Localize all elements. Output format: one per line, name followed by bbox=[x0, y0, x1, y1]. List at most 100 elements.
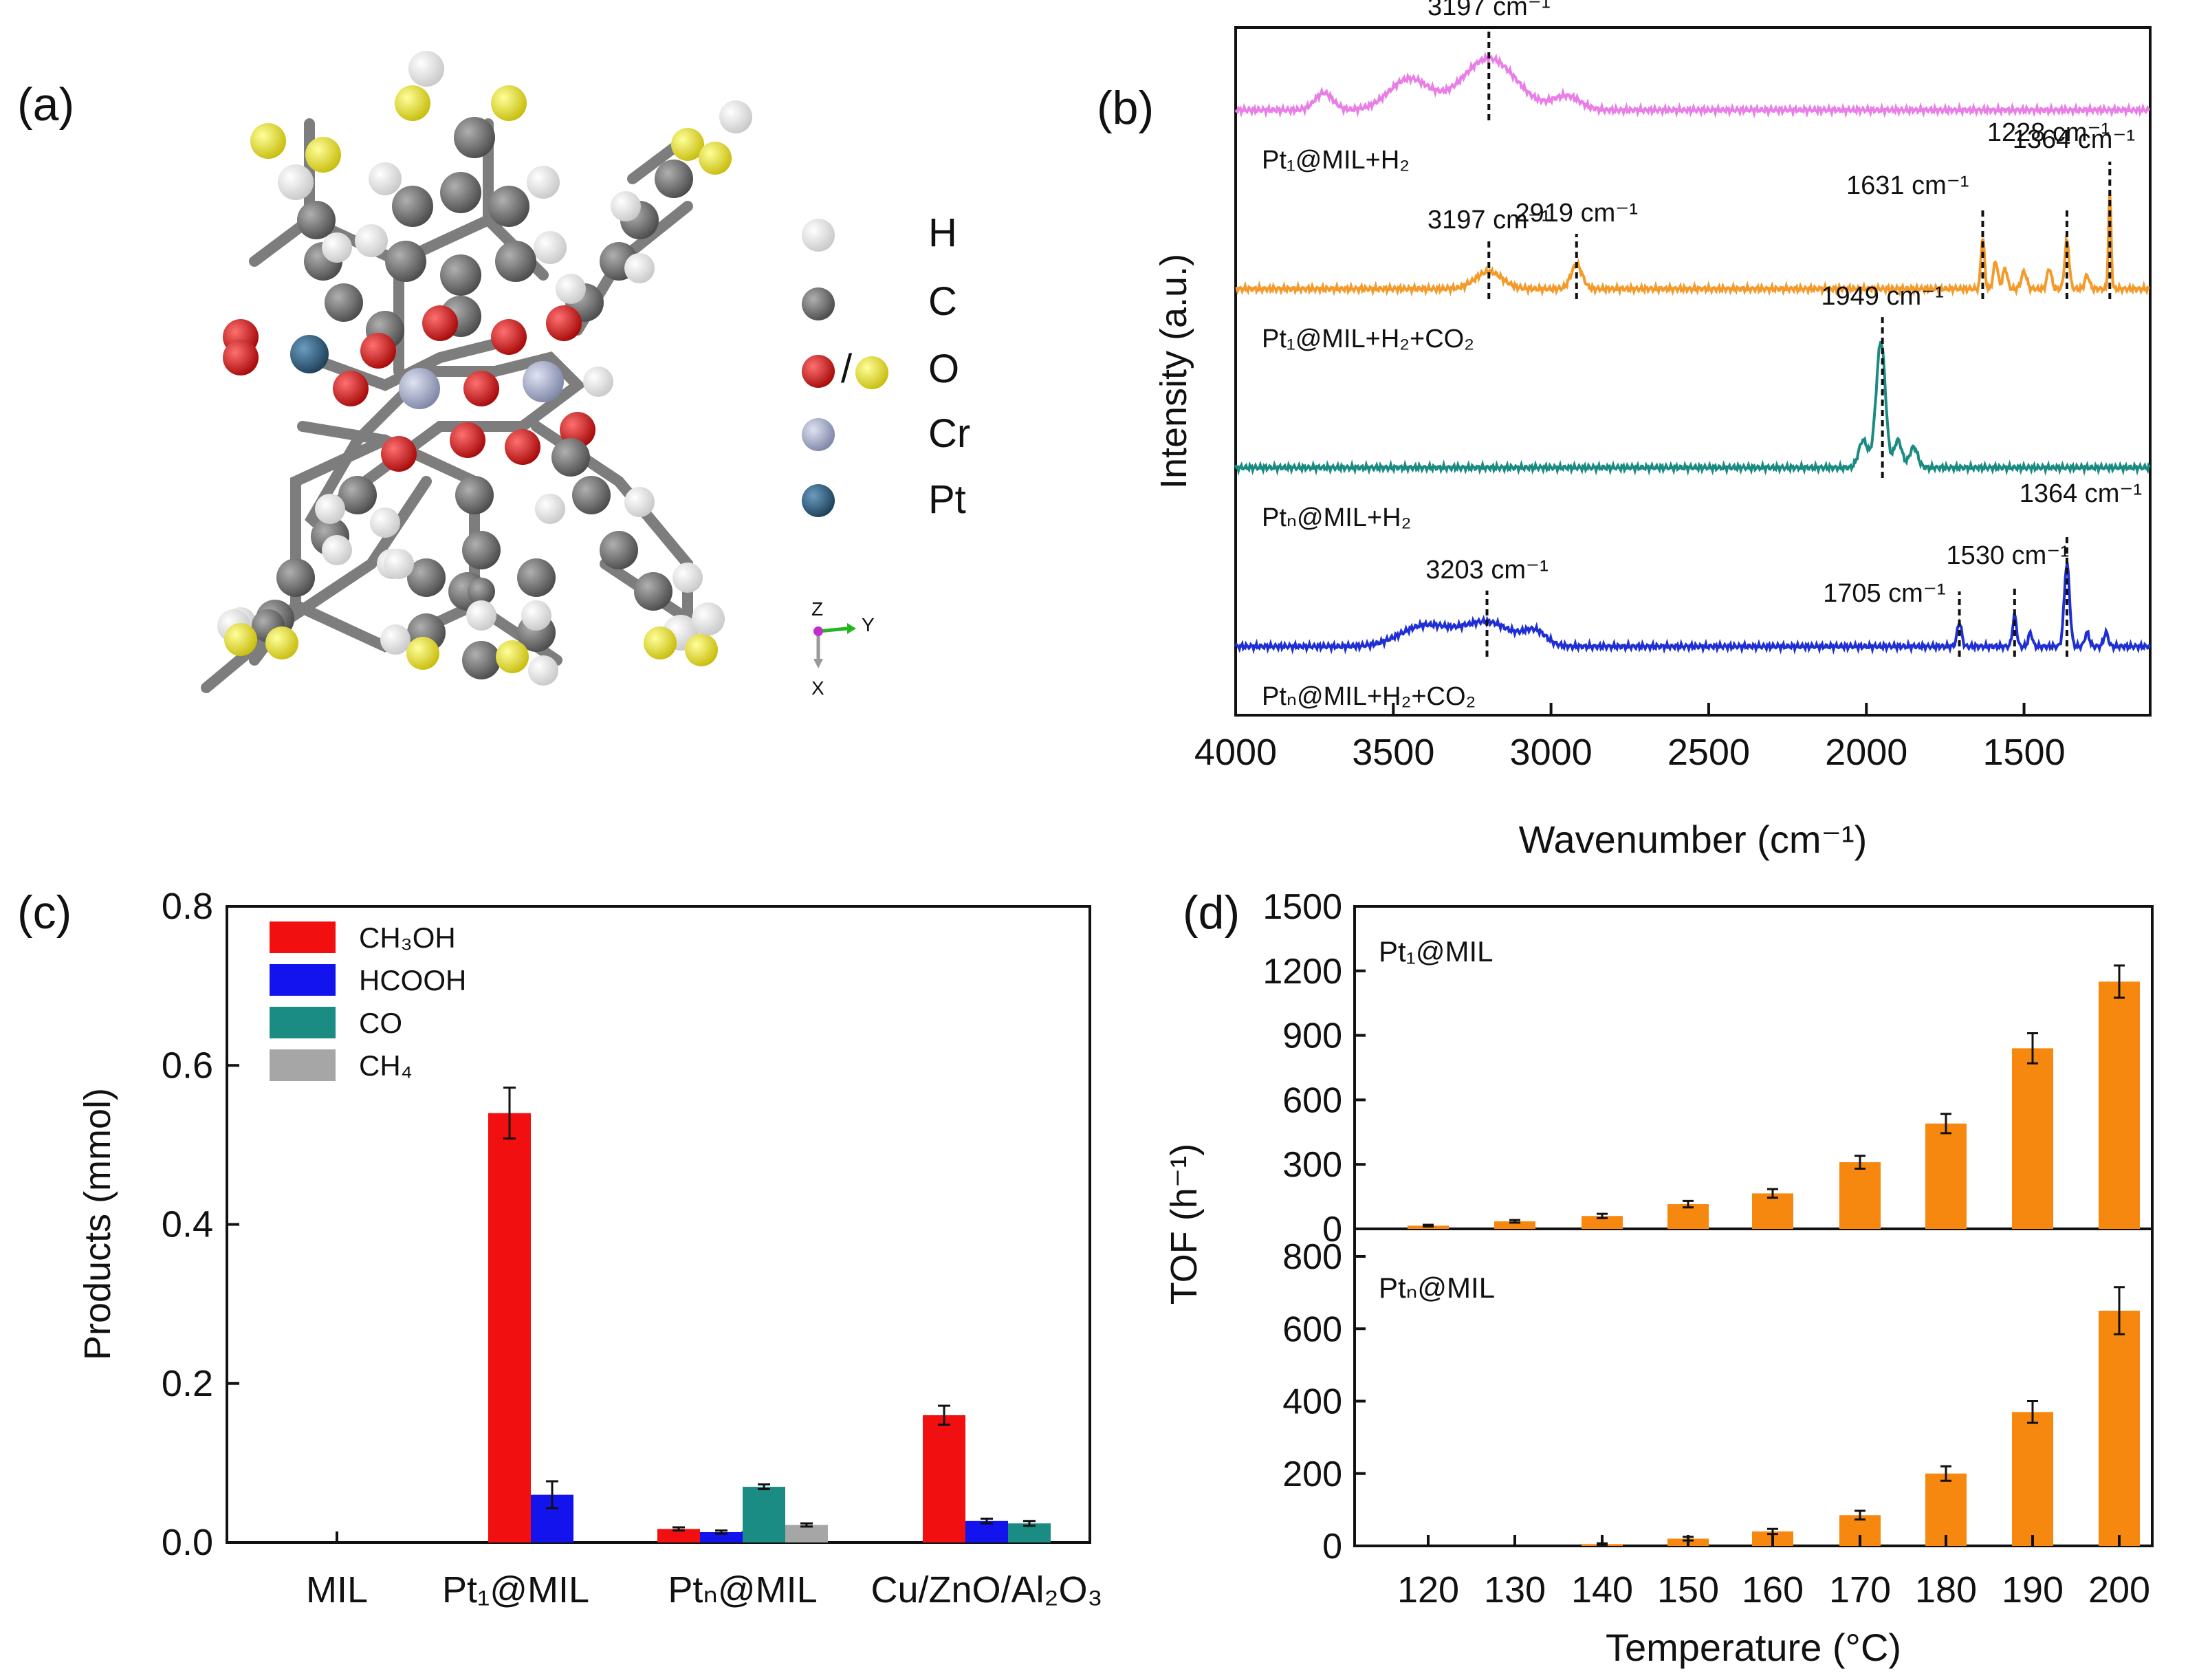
y-tick-label: 300 bbox=[1282, 1145, 1342, 1185]
peak-label: 1364 cm⁻¹ bbox=[2020, 479, 2142, 508]
bar-hcooh bbox=[700, 1531, 743, 1542]
subplot-pt-mil: 0 200 400 600 800 Ptₙ@MIL bbox=[1282, 1237, 2140, 1567]
legend-label-ch-oh: CH₃OH bbox=[359, 921, 456, 954]
series-label: Ptₙ@MIL+H₂+CO₂ bbox=[1262, 682, 1476, 711]
pt-atom-swatch bbox=[802, 484, 835, 517]
spectrum-line bbox=[1234, 51, 2150, 119]
x-tick-label-180: 180 bbox=[1915, 1569, 1977, 1611]
x-tick-label-1500: 1500 bbox=[1982, 732, 2065, 773]
o-atom-swatch-red bbox=[802, 355, 835, 388]
y-tick-label: 800 bbox=[1282, 1237, 1342, 1277]
peak-label: 1631 cm⁻¹ bbox=[1846, 171, 1969, 200]
chart-c-ylabel: Products (mmol) bbox=[77, 1088, 118, 1360]
x-category-label: Ptₙ@MIL bbox=[668, 1569, 817, 1611]
c-atom-swatch bbox=[802, 287, 835, 320]
peak-label: 1530 cm⁻¹ bbox=[1947, 541, 2069, 570]
chart-d-ylabel: TOF (h⁻¹) bbox=[1163, 1144, 1205, 1305]
h-atom-swatch bbox=[802, 219, 835, 252]
peak-label: 1705 cm⁻¹ bbox=[1823, 579, 1945, 608]
y-tick-label: 600 bbox=[1282, 1309, 1342, 1349]
bar-ch-oh bbox=[657, 1529, 700, 1542]
legend-item-cr: Cr bbox=[802, 411, 970, 456]
o-atom-swatch-yellow bbox=[855, 356, 888, 389]
x-category-label: Pt₁@MIL bbox=[442, 1569, 589, 1611]
x-tick-label-2500: 2500 bbox=[1667, 732, 1750, 773]
y-tick-label: 200 bbox=[1282, 1454, 1342, 1494]
x-tick-label-150: 150 bbox=[1657, 1569, 1719, 1611]
legend-item-h: H bbox=[802, 210, 957, 255]
series-pt-mil-h: Pt₁@MIL+H₂ 3197 cm⁻¹ bbox=[1234, 0, 2150, 175]
peak-label: 1364 cm⁻¹ bbox=[2013, 125, 2135, 154]
x-tick-label-170: 170 bbox=[1829, 1569, 1891, 1611]
series-pt-mil-h: Ptₙ@MIL+H₂ 1949 cm⁻¹ bbox=[1234, 282, 2151, 532]
y-tick-label: 0.2 bbox=[162, 1363, 213, 1404]
x-tick-label-140: 140 bbox=[1571, 1569, 1633, 1611]
x-tick-label-3000: 3000 bbox=[1510, 732, 1593, 773]
y-tick-label: 0.6 bbox=[162, 1045, 213, 1086]
x-tick-label-120: 120 bbox=[1397, 1569, 1459, 1611]
chart-d-xlabel: Temperature (°C) bbox=[1606, 1626, 1901, 1669]
legend-swatch-hcooh bbox=[270, 964, 336, 996]
legend-item-c: C bbox=[802, 279, 957, 324]
y-tick-label: 0.0 bbox=[162, 1522, 213, 1563]
panel-d-letter: (d) bbox=[1183, 886, 1240, 939]
bar-ch-oh bbox=[488, 1113, 531, 1542]
y-tick-label: 0 bbox=[1322, 1527, 1342, 1567]
x-tick-label-2000: 2000 bbox=[1825, 732, 1907, 773]
bar-co bbox=[743, 1487, 785, 1542]
axis-origin-dot bbox=[813, 626, 823, 636]
legend-label-cr: Cr bbox=[928, 411, 970, 456]
x-tick-label-160: 160 bbox=[1742, 1569, 1804, 1611]
peak-label: 2919 cm⁻¹ bbox=[1516, 199, 1638, 228]
y-tick-label: 0.8 bbox=[162, 886, 213, 927]
chart-b-frame bbox=[1234, 26, 2152, 717]
spectrum-line bbox=[1235, 191, 2150, 298]
legend-label-pt: Pt bbox=[928, 477, 966, 522]
series-label: Pt₁@MIL+H₂+CO₂ bbox=[1262, 325, 1474, 353]
panel-d: (d) 0 300 600 900 1200 1500 Pt₁@MIL 0 200 400 600 8… bbox=[1163, 886, 2154, 1669]
bar-160 bbox=[1752, 1193, 1793, 1229]
bar-190 bbox=[2012, 1412, 2053, 1546]
tof-bar-chart: 0 300 600 900 1200 1500 Pt₁@MIL 0 200 400 600 800 Pt… bbox=[1262, 887, 2152, 1611]
axis-label-z: Z bbox=[811, 598, 823, 620]
bar-180 bbox=[1925, 1473, 1967, 1546]
products-bar-chart: 0.0 0.2 0.4 0.6 0.8 MIL Pt₁@MIL Ptₙ@MIL Cu/ZnO/A… bbox=[162, 886, 1103, 1611]
legend-swatch-ch bbox=[270, 1049, 336, 1081]
peak-label: 3197 cm⁻¹ bbox=[1427, 0, 1550, 21]
category-mil: MIL bbox=[306, 1531, 368, 1611]
axis-label-x: X bbox=[811, 677, 824, 699]
panel-a: (a) bbox=[17, 51, 970, 699]
series-label: Ptₙ@MIL+H₂ bbox=[1262, 503, 1411, 532]
x-tick-label-4000: 4000 bbox=[1194, 732, 1277, 773]
legend-label-c: C bbox=[928, 279, 957, 324]
category-pt-mil: Pt₁@MIL bbox=[442, 1087, 589, 1611]
bar-130 bbox=[1494, 1221, 1535, 1229]
y-tick-label: 0.4 bbox=[162, 1204, 213, 1245]
bar-hcooh bbox=[965, 1520, 1008, 1542]
subplot-pt-mil: 0 300 600 900 1200 1500 Pt₁@MIL bbox=[1262, 887, 2140, 1250]
cr-atom-swatch bbox=[802, 418, 835, 451]
legend-label-co: CO bbox=[359, 1007, 402, 1039]
peak-label: 3203 cm⁻¹ bbox=[1425, 556, 1548, 585]
legend-swatch-ch-oh bbox=[270, 921, 336, 953]
molecule-atoms bbox=[217, 51, 752, 686]
peak-label: 1949 cm⁻¹ bbox=[1821, 282, 1943, 311]
panel-c: (c) 0.0 0.2 0.4 0.6 0.8 MIL Pt₁@MIL Ptₙ@MIL Cu/Z… bbox=[17, 886, 1103, 1611]
x-category-label: MIL bbox=[306, 1569, 368, 1611]
bar-170 bbox=[1839, 1162, 1881, 1229]
bar-ch bbox=[785, 1525, 828, 1542]
peak-label: 1228 cm⁻¹ bbox=[1987, 118, 2110, 147]
legend-o-separator: / bbox=[841, 347, 853, 391]
x-tick-label-130: 130 bbox=[1484, 1569, 1546, 1611]
legend-item-o: / O bbox=[802, 347, 959, 391]
panel-a-letter: (a) bbox=[17, 78, 74, 131]
legend-label-o: O bbox=[928, 347, 959, 391]
category-cu-zno-al-o: Cu/ZnO/Al₂O₃ bbox=[871, 1404, 1103, 1611]
legend-swatch-co bbox=[270, 1007, 336, 1038]
molecule-structure bbox=[201, 51, 752, 693]
bar-190 bbox=[2012, 1048, 2053, 1229]
bar-200 bbox=[2099, 1310, 2140, 1546]
y-tick-label: 900 bbox=[1282, 1016, 1342, 1056]
x-tick-label-200: 200 bbox=[2088, 1569, 2150, 1611]
